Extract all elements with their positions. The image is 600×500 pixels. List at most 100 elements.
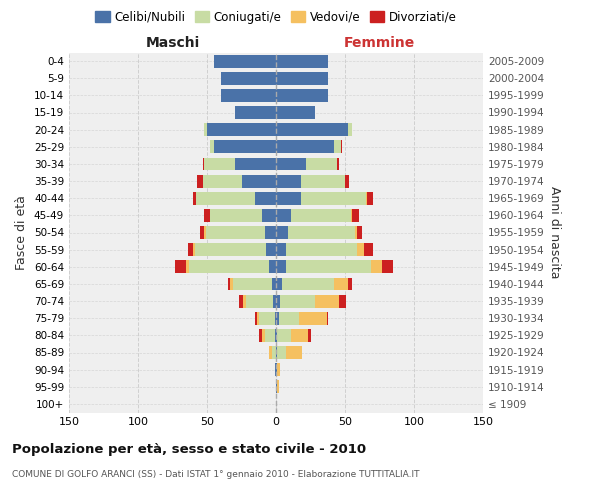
Bar bbox=[355, 226, 358, 239]
Bar bbox=[348, 123, 352, 136]
Bar bbox=[193, 192, 196, 204]
Bar bbox=[269, 346, 272, 359]
Bar bbox=[276, 363, 277, 376]
Y-axis label: Fasce di età: Fasce di età bbox=[16, 195, 28, 270]
Bar bbox=[366, 192, 367, 204]
Bar bbox=[214, 140, 276, 153]
Bar bbox=[307, 158, 337, 170]
Bar bbox=[340, 294, 346, 308]
Bar bbox=[210, 140, 214, 153]
Bar bbox=[276, 192, 301, 204]
Bar bbox=[276, 89, 328, 102]
Bar bbox=[275, 329, 276, 342]
Bar bbox=[233, 278, 272, 290]
Bar bbox=[291, 329, 308, 342]
Bar bbox=[175, 260, 187, 273]
Bar bbox=[235, 106, 276, 119]
Bar bbox=[230, 278, 233, 290]
Bar bbox=[276, 294, 280, 308]
Bar bbox=[308, 329, 311, 342]
Legend: Celibi/Nubili, Coniugati/e, Vedovi/e, Divorziati/e: Celibi/Nubili, Coniugati/e, Vedovi/e, Di… bbox=[91, 6, 461, 28]
Bar bbox=[259, 312, 275, 324]
Bar bbox=[196, 192, 256, 204]
Bar bbox=[200, 226, 204, 239]
Bar bbox=[364, 243, 373, 256]
Bar bbox=[275, 363, 276, 376]
Bar bbox=[257, 312, 259, 324]
Text: Popolazione per età, sesso e stato civile - 2010: Popolazione per età, sesso e stato civil… bbox=[12, 442, 366, 456]
Bar bbox=[245, 294, 273, 308]
Bar bbox=[187, 260, 189, 273]
Bar bbox=[286, 346, 302, 359]
Bar bbox=[276, 174, 301, 188]
Bar bbox=[277, 346, 286, 359]
Bar bbox=[272, 346, 276, 359]
Bar bbox=[262, 329, 265, 342]
Bar bbox=[204, 226, 206, 239]
Bar bbox=[276, 260, 286, 273]
Bar bbox=[276, 346, 277, 359]
Bar bbox=[371, 260, 382, 273]
Bar bbox=[204, 209, 210, 222]
Bar bbox=[276, 329, 277, 342]
Bar bbox=[276, 123, 348, 136]
Bar bbox=[203, 158, 204, 170]
Bar bbox=[350, 209, 352, 222]
Bar bbox=[221, 72, 276, 85]
Bar bbox=[277, 380, 279, 393]
Bar bbox=[276, 72, 328, 85]
Bar bbox=[276, 158, 307, 170]
Bar bbox=[276, 243, 286, 256]
Bar bbox=[358, 243, 364, 256]
Bar bbox=[207, 123, 276, 136]
Bar bbox=[272, 278, 276, 290]
Bar bbox=[221, 89, 276, 102]
Bar bbox=[194, 243, 266, 256]
Bar bbox=[203, 174, 241, 188]
Text: Maschi: Maschi bbox=[145, 36, 200, 50]
Bar bbox=[266, 243, 276, 256]
Bar bbox=[204, 123, 207, 136]
Bar bbox=[276, 140, 334, 153]
Bar bbox=[301, 192, 366, 204]
Bar bbox=[276, 312, 279, 324]
Bar bbox=[281, 278, 334, 290]
Bar bbox=[275, 312, 276, 324]
Bar bbox=[352, 209, 359, 222]
Bar bbox=[243, 294, 245, 308]
Bar bbox=[276, 380, 277, 393]
Text: COMUNE DI GOLFO ARANCI (SS) - Dati ISTAT 1° gennaio 2010 - Elaborazione TUTTITAL: COMUNE DI GOLFO ARANCI (SS) - Dati ISTAT… bbox=[12, 470, 419, 479]
Bar bbox=[276, 278, 281, 290]
Bar bbox=[277, 329, 291, 342]
Bar bbox=[286, 260, 371, 273]
Bar bbox=[235, 158, 276, 170]
Bar bbox=[367, 192, 373, 204]
Bar bbox=[204, 158, 235, 170]
Bar bbox=[337, 158, 340, 170]
Bar bbox=[210, 209, 262, 222]
Bar bbox=[299, 312, 327, 324]
Bar bbox=[291, 209, 350, 222]
Bar bbox=[345, 174, 349, 188]
Bar bbox=[279, 312, 299, 324]
Bar bbox=[348, 278, 352, 290]
Bar bbox=[265, 226, 276, 239]
Bar bbox=[334, 140, 341, 153]
Bar bbox=[269, 260, 276, 273]
Bar bbox=[276, 106, 314, 119]
Bar bbox=[341, 140, 342, 153]
Bar bbox=[273, 294, 276, 308]
Bar bbox=[334, 278, 348, 290]
Bar bbox=[206, 226, 265, 239]
Bar bbox=[214, 54, 276, 68]
Bar bbox=[256, 312, 257, 324]
Bar bbox=[289, 226, 355, 239]
Text: Femmine: Femmine bbox=[344, 36, 415, 50]
Bar bbox=[314, 294, 340, 308]
Bar bbox=[276, 209, 291, 222]
Bar bbox=[280, 294, 314, 308]
Bar bbox=[358, 226, 362, 239]
Bar bbox=[265, 329, 275, 342]
Bar bbox=[286, 243, 358, 256]
Bar bbox=[197, 174, 203, 188]
